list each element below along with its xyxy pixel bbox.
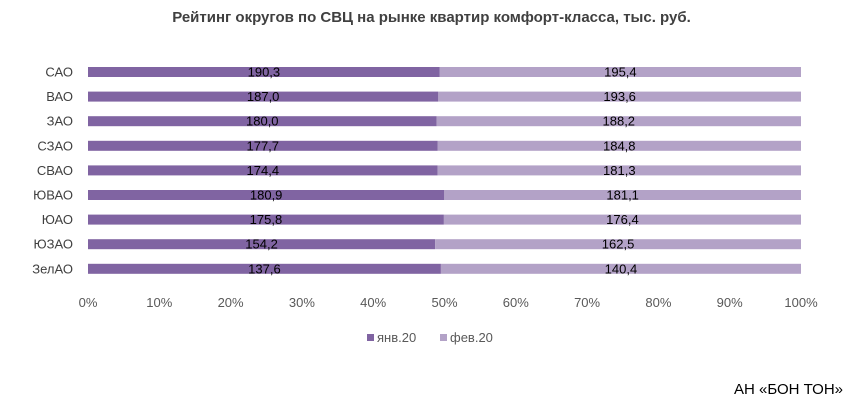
data-label: 181,3: [603, 163, 636, 178]
category-label: ЮВАО: [33, 188, 73, 203]
bar-segment: [439, 67, 801, 77]
bar-segment: [88, 190, 445, 200]
data-label: 175,8: [250, 212, 283, 227]
bar-segment: [438, 91, 801, 102]
chart-title: Рейтинг округов по СВЦ на рынке квартир …: [172, 9, 691, 26]
bar-segment: [443, 214, 801, 225]
bar-segment: [88, 116, 437, 127]
data-label: 193,6: [603, 89, 636, 104]
data-label: 177,7: [246, 138, 279, 153]
data-label: 181,1: [606, 188, 639, 203]
bar-segment: [440, 263, 801, 274]
data-label: 154,2: [245, 237, 278, 252]
x-tick-label: 100%: [784, 295, 818, 310]
data-label: 180,0: [246, 114, 279, 129]
data-label: 137,6: [248, 261, 281, 276]
category-label: ЮЗАО: [34, 237, 73, 252]
x-tick-label: 60%: [503, 295, 529, 310]
x-tick-label: 0%: [79, 295, 98, 310]
x-tick-label: 40%: [360, 295, 386, 310]
bar-segment: [437, 165, 801, 176]
x-tick-label: 70%: [574, 295, 600, 310]
data-label: 176,4: [606, 212, 639, 227]
bar-segment: [88, 239, 436, 250]
category-label: ЗелАО: [32, 261, 73, 276]
bar-segment: [88, 67, 440, 77]
bar-segment: [88, 165, 438, 176]
legend-swatch: [367, 334, 374, 341]
category-label: СВАО: [37, 163, 73, 178]
x-tick-label: 20%: [218, 295, 244, 310]
category-label: ЗАО: [47, 114, 73, 129]
x-tick-label: 80%: [645, 295, 671, 310]
category-label: ВАО: [46, 89, 73, 104]
data-label: 184,8: [603, 138, 636, 153]
x-tick-label: 90%: [717, 295, 743, 310]
bar-segment: [436, 116, 801, 127]
data-label: 187,0: [247, 89, 280, 104]
bar-segment: [88, 140, 438, 151]
bar-segment: [88, 91, 439, 102]
legend-swatch: [440, 334, 447, 341]
x-tick-label: 30%: [289, 295, 315, 310]
category-label: САО: [45, 65, 73, 80]
bar-segment: [435, 239, 801, 250]
category-label: СЗАО: [37, 138, 73, 153]
legend-label: янв.20: [377, 330, 416, 345]
source-note: АН «БОН ТОН»: [733, 381, 843, 398]
bar-segment: [88, 214, 444, 225]
data-label: 188,2: [603, 114, 636, 129]
data-label: 174,4: [247, 163, 280, 178]
data-label: 195,4: [604, 65, 637, 80]
data-label: 180,9: [250, 188, 283, 203]
x-tick-label: 50%: [431, 295, 457, 310]
data-label: 162,5: [602, 237, 635, 252]
data-label: 190,3: [248, 65, 281, 80]
bar-segment: [437, 140, 801, 151]
x-tick-label: 10%: [146, 295, 172, 310]
bar-segment: [88, 263, 441, 274]
data-label: 140,4: [605, 261, 638, 276]
legend-label: фев.20: [450, 330, 493, 345]
category-label: ЮАО: [42, 212, 73, 227]
bar-segment: [444, 190, 801, 200]
